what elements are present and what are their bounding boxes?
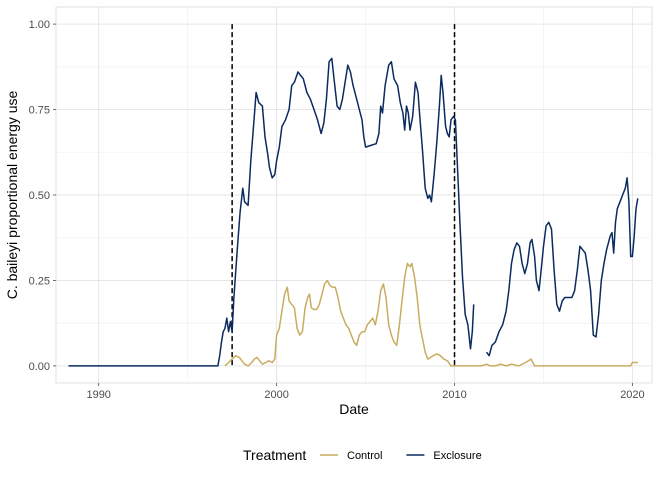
- tick-marks: [53, 23, 633, 386]
- x-axis-title: Date: [339, 401, 369, 417]
- legend-label-control: Control: [347, 450, 382, 462]
- legend-label-exclosure: Exclosure: [433, 450, 481, 462]
- y-tick-label: 0.25: [29, 275, 50, 287]
- y-tick-label: 0.75: [29, 105, 50, 117]
- y-axis-title: C. baileyi proportional energy use: [4, 91, 20, 300]
- y-tick-label: 0.00: [29, 361, 50, 373]
- x-tick-label: 2010: [442, 389, 466, 401]
- x-tick-label: 1990: [86, 389, 110, 401]
- series-lines: [68, 57, 639, 367]
- legend: Treatment Control Exclosure: [243, 447, 482, 463]
- legend-items: Control Exclosure: [320, 450, 482, 462]
- x-tick-label: 2000: [264, 389, 288, 401]
- series-line-control: [224, 262, 638, 367]
- y-tick-label: 1.00: [29, 19, 50, 31]
- x-tick-label: 2020: [620, 389, 644, 401]
- series-line-exclosure: [68, 57, 639, 367]
- y-tick-label: 0.50: [29, 190, 50, 202]
- reference-lines: [231, 24, 456, 366]
- tick-labels: 1990 2000 2010 2020 0.00 0.25 0.50 0.75 1.00: [29, 19, 645, 401]
- legend-title: Treatment: [243, 447, 306, 463]
